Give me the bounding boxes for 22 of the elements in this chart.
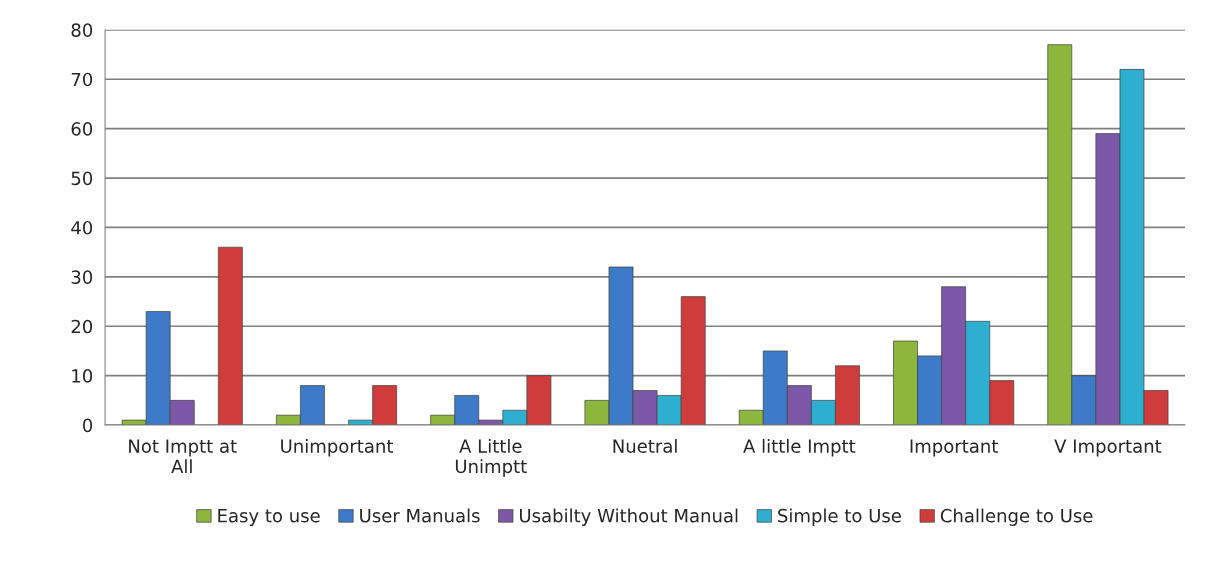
bar xyxy=(217,246,243,426)
legend-label: Challenge to Use xyxy=(940,508,1093,526)
x-tick-label: Important xyxy=(910,439,998,457)
legend-label: Easy to use xyxy=(218,509,320,526)
y-tick-label: 10 xyxy=(72,369,93,383)
y-tick-label: 30 xyxy=(71,270,93,284)
x-tick-label: Unimportant xyxy=(281,438,394,457)
x-tick-label: V Important xyxy=(1054,439,1162,457)
y-tick-label: 20 xyxy=(71,319,93,334)
y-tick-label: 50 xyxy=(71,171,93,186)
legend-label: User Manuals xyxy=(360,508,480,523)
y-tick-label: 0 xyxy=(82,418,93,433)
x-tick-label: Not Imptt at All xyxy=(129,439,237,473)
y-tick-label: 60 xyxy=(71,122,93,136)
x-tick-label: A little Imptt xyxy=(743,438,856,457)
legend-label: Usabilty Without Manual xyxy=(520,508,738,526)
x-tick-label: Nuetral xyxy=(613,438,677,453)
y-tick-label: 70 xyxy=(71,72,93,87)
y-tick-label: 40 xyxy=(71,220,93,235)
legend-label: Simple to Use xyxy=(778,508,901,526)
y-tick-label: 80 xyxy=(71,23,93,37)
x-tick-label: A Little Unimptt xyxy=(455,438,527,477)
